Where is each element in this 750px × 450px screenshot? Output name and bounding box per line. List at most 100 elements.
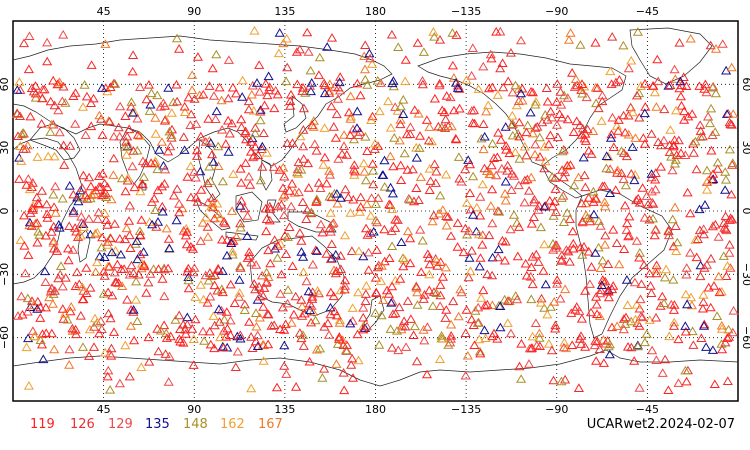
station-marker	[278, 38, 289, 48]
station-marker	[619, 244, 630, 253]
station-marker	[530, 97, 541, 106]
station-marker	[30, 218, 41, 228]
station-marker	[726, 62, 737, 72]
station-marker	[278, 191, 289, 201]
station-marker	[680, 321, 691, 330]
station-marker	[521, 150, 532, 160]
station-marker	[292, 79, 303, 89]
north-america-coast	[417, 51, 627, 167]
station-marker	[557, 146, 568, 156]
station-marker	[246, 257, 257, 267]
station-marker	[187, 85, 198, 94]
station-marker	[48, 236, 59, 245]
station-marker	[32, 152, 43, 161]
station-marker	[120, 340, 131, 350]
station-marker	[214, 317, 225, 326]
station-marker	[183, 263, 194, 273]
station-marker	[89, 313, 101, 323]
station-marker	[298, 103, 309, 113]
station-marker	[476, 293, 487, 302]
station-marker	[370, 308, 381, 317]
station-marker	[183, 283, 194, 293]
station-marker	[478, 285, 489, 295]
station-marker	[663, 230, 674, 240]
station-marker	[239, 203, 250, 213]
station-marker	[578, 152, 589, 162]
station-marker	[298, 154, 309, 163]
station-marker	[694, 204, 705, 214]
station-marker	[127, 66, 138, 76]
station-marker	[71, 329, 82, 339]
station-marker	[346, 246, 357, 255]
station-marker	[608, 225, 619, 234]
station-marker	[216, 305, 227, 315]
station-marker	[64, 360, 75, 369]
station-marker	[515, 35, 527, 45]
station-marker	[318, 160, 329, 169]
station-marker	[466, 314, 477, 324]
station-marker	[415, 172, 426, 181]
station-marker	[525, 271, 536, 281]
station-marker	[435, 290, 446, 300]
station-marker	[526, 218, 537, 228]
station-marker	[100, 39, 111, 48]
station-marker	[346, 360, 357, 369]
station-marker	[579, 133, 590, 143]
station-marker	[86, 121, 97, 131]
station-marker	[498, 82, 509, 92]
station-marker	[78, 294, 89, 303]
station-marker	[634, 197, 645, 207]
station-marker	[155, 102, 166, 111]
station-marker	[307, 307, 319, 316]
station-marker	[36, 339, 48, 349]
station-marker	[596, 116, 607, 125]
station-marker	[311, 146, 322, 155]
station-marker	[650, 174, 661, 184]
station-marker	[188, 360, 199, 369]
station-marker	[147, 219, 158, 229]
station-marker	[297, 82, 309, 92]
station-marker	[514, 117, 525, 127]
station-marker	[530, 139, 541, 149]
station-marker	[35, 313, 46, 322]
station-marker	[701, 260, 712, 269]
station-marker	[307, 292, 318, 301]
station-marker	[485, 201, 496, 210]
station-marker	[462, 350, 473, 360]
station-marker	[321, 178, 332, 188]
station-marker	[417, 235, 428, 245]
station-marker	[225, 279, 236, 289]
station-marker	[94, 171, 105, 180]
station-marker	[688, 340, 699, 349]
station-marker	[163, 234, 174, 243]
station-marker	[373, 193, 384, 202]
station-marker	[522, 120, 533, 130]
station-marker	[263, 272, 274, 281]
station-marker	[400, 55, 411, 64]
station-marker	[146, 88, 157, 98]
station-marker	[254, 281, 265, 291]
station-marker	[120, 111, 131, 120]
station-marker	[596, 280, 607, 289]
station-marker	[260, 78, 271, 88]
station-marker	[427, 301, 438, 310]
station-marker	[328, 122, 339, 131]
station-marker	[99, 178, 110, 188]
station-marker	[477, 240, 488, 249]
station-marker	[599, 181, 610, 190]
station-marker	[421, 369, 433, 379]
station-marker	[540, 156, 551, 166]
station-marker	[258, 302, 269, 311]
station-marker	[487, 82, 498, 92]
station-marker	[174, 44, 185, 53]
station-marker	[672, 237, 683, 247]
station-marker	[432, 261, 443, 270]
station-marker	[101, 192, 112, 201]
station-marker	[55, 261, 67, 270]
station-marker	[554, 109, 565, 118]
station-marker	[460, 223, 471, 233]
station-marker	[140, 158, 151, 168]
station-marker	[585, 307, 597, 317]
station-marker	[539, 163, 550, 173]
bottom-lon-tick: −90	[545, 403, 568, 416]
